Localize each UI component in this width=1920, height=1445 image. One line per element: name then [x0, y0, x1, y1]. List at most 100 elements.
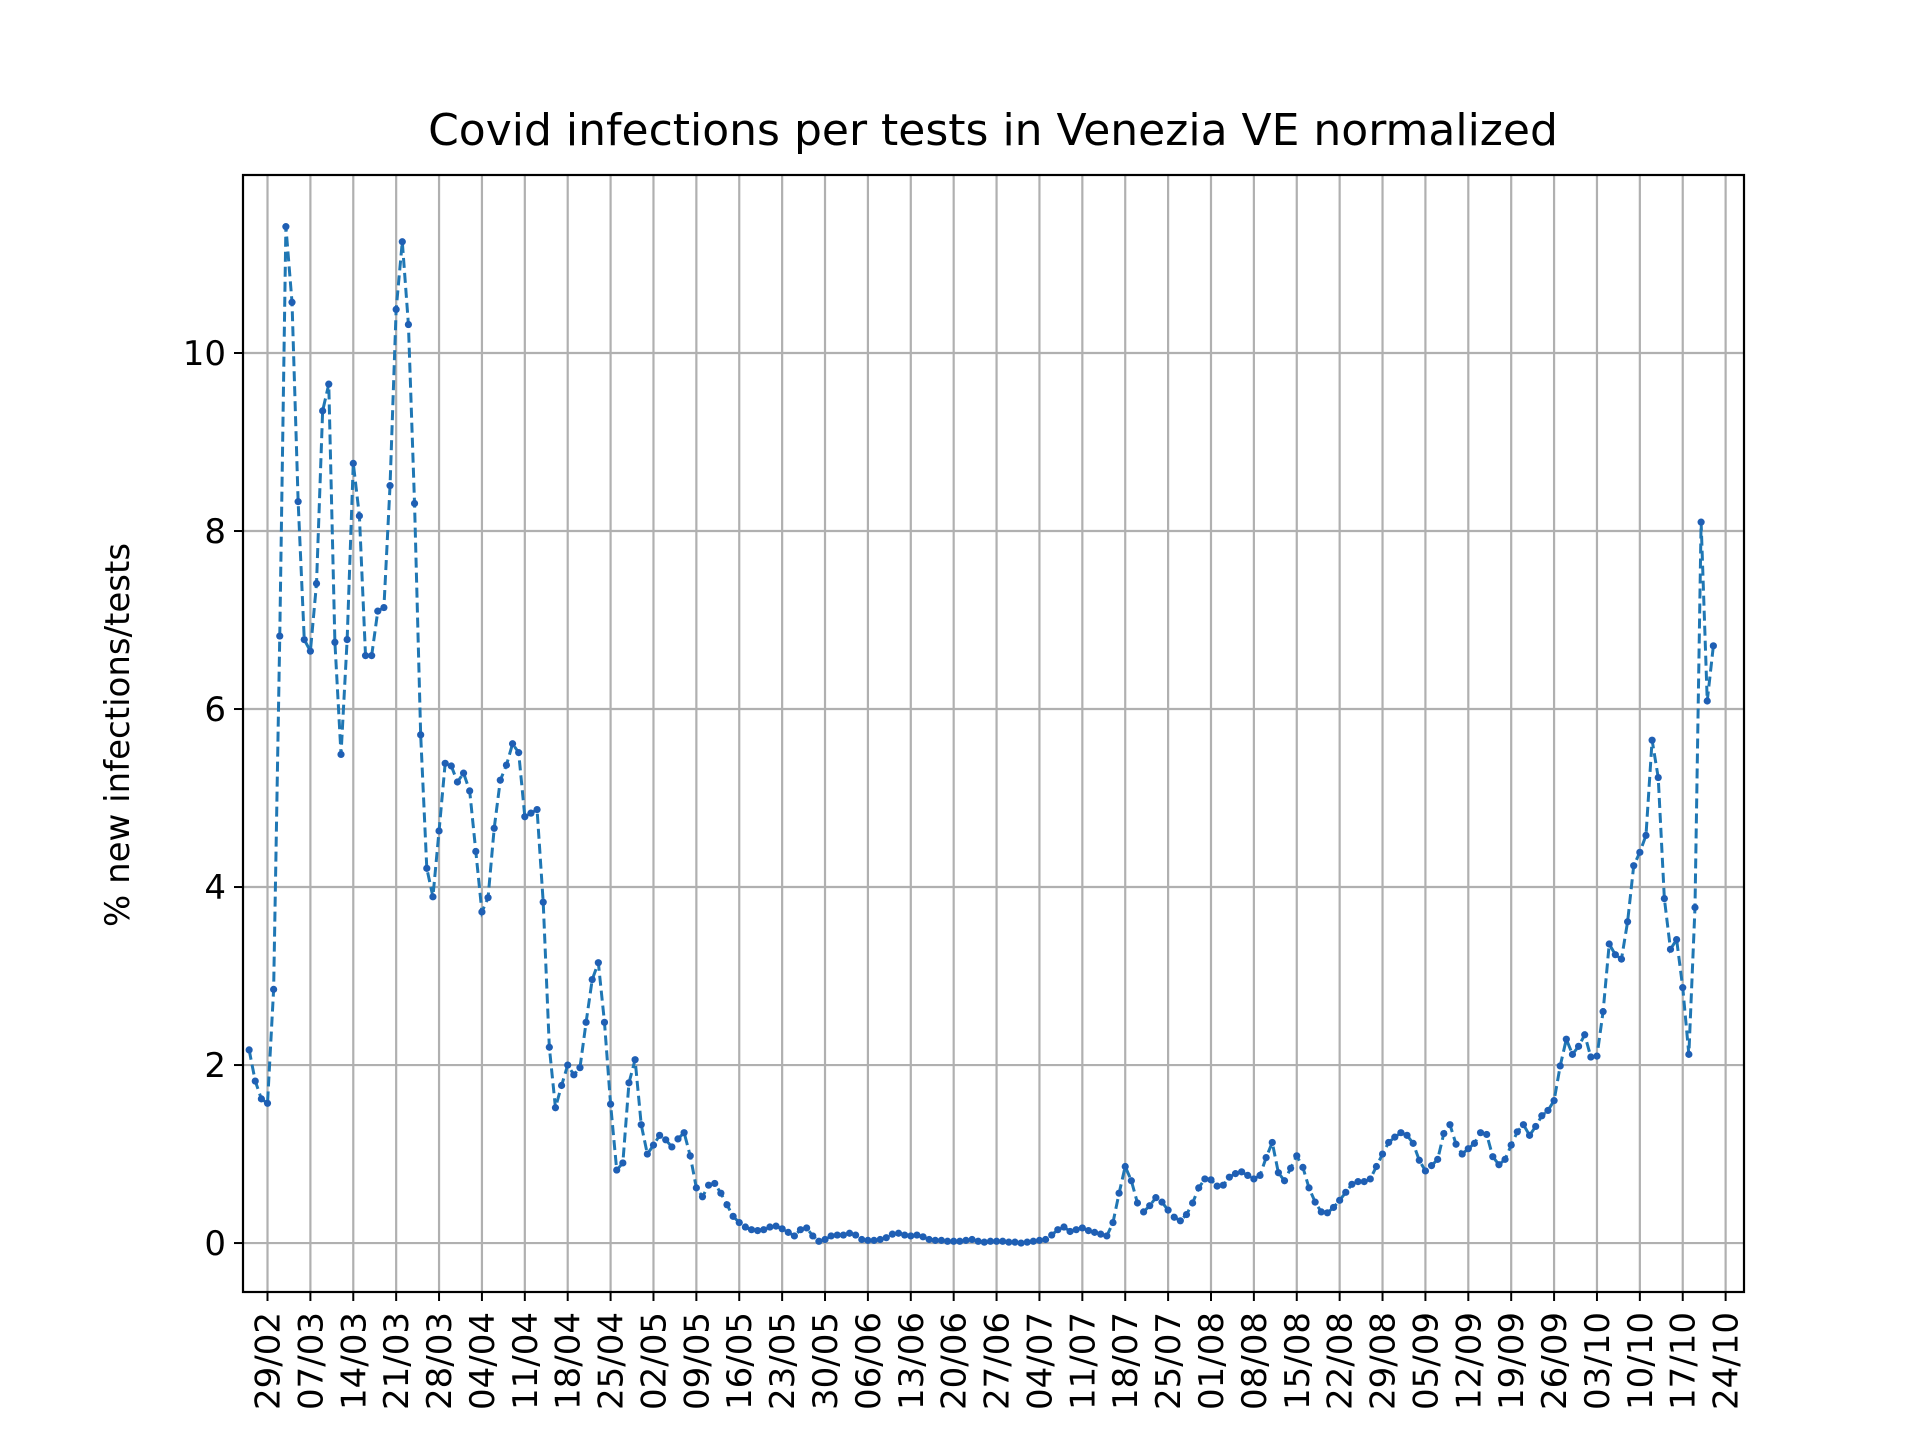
x-tick-label: 27/06 — [978, 1312, 1018, 1410]
data-point — [1513, 1128, 1521, 1136]
data-point — [502, 761, 511, 769]
data-point — [631, 1056, 639, 1064]
data-point — [1593, 1052, 1601, 1060]
x-tick-label: 01/08 — [1192, 1312, 1232, 1410]
x-tick-label: 18/04 — [549, 1312, 589, 1410]
data-point — [968, 1235, 976, 1244]
x-tick-label: 25/04 — [592, 1312, 632, 1410]
data-point — [361, 652, 370, 660]
x-tick-label: 11/04 — [506, 1312, 546, 1410]
x-tick-label: 26/09 — [1535, 1312, 1575, 1410]
data-point — [1127, 1177, 1135, 1185]
data-point — [870, 1236, 878, 1244]
data-point — [1097, 1230, 1105, 1238]
series-line — [247, 226, 1715, 1245]
data-point — [919, 1233, 927, 1241]
data-point — [1397, 1129, 1405, 1137]
data-point — [1231, 1170, 1240, 1178]
data-point — [747, 1226, 756, 1234]
data-point — [441, 759, 449, 767]
data-point — [1250, 1175, 1258, 1183]
data-point — [521, 813, 529, 821]
data-point — [374, 607, 382, 615]
y-tick-label: 10 — [183, 334, 226, 374]
data-point — [325, 380, 333, 388]
data-point — [606, 1100, 615, 1108]
y-tick-label: 4 — [204, 868, 226, 908]
y-tick-label: 2 — [204, 1046, 226, 1086]
x-tick-label: 17/10 — [1664, 1312, 1704, 1410]
data-point — [1654, 773, 1662, 782]
data-point — [1170, 1213, 1178, 1221]
data-point — [1023, 1238, 1031, 1246]
x-tick-label: 09/05 — [677, 1312, 717, 1410]
data-point — [1697, 518, 1705, 526]
data-point — [1391, 1133, 1399, 1141]
data-point — [637, 1121, 645, 1129]
data-point — [1164, 1206, 1172, 1214]
data-point — [288, 298, 296, 306]
data-point — [1041, 1235, 1050, 1244]
data-point — [1305, 1184, 1313, 1192]
data-point — [368, 652, 376, 660]
data-point — [754, 1226, 762, 1235]
x-tick-label: 24/10 — [1707, 1312, 1747, 1410]
data-point — [1562, 1035, 1570, 1043]
data-point — [974, 1237, 982, 1245]
data-point — [496, 776, 504, 784]
data-point — [913, 1231, 921, 1239]
data-point — [251, 1077, 259, 1085]
data-point — [992, 1237, 1001, 1245]
data-point — [1274, 1169, 1282, 1177]
data-point — [956, 1237, 964, 1245]
data-point — [1029, 1237, 1037, 1245]
data-point — [1501, 1155, 1509, 1163]
data-point — [410, 499, 419, 508]
data-point — [729, 1212, 737, 1220]
data-point — [986, 1237, 995, 1245]
x-tick-label: 03/10 — [1578, 1312, 1618, 1410]
x-tick-label: 29/08 — [1364, 1312, 1404, 1410]
data-point — [1195, 1184, 1203, 1192]
data-point — [1256, 1171, 1264, 1179]
data-point — [1538, 1112, 1546, 1120]
data-point — [1054, 1226, 1062, 1234]
data-point — [1464, 1145, 1472, 1153]
data-point — [417, 731, 425, 739]
data-point — [1581, 1031, 1589, 1039]
data-point — [1617, 955, 1626, 963]
data-point — [263, 1099, 272, 1107]
x-tick-label: 21/03 — [377, 1312, 417, 1410]
x-tick-label: 05/09 — [1406, 1312, 1446, 1410]
data-point — [1378, 1150, 1387, 1158]
data-point — [717, 1189, 725, 1197]
data-point — [1103, 1232, 1111, 1240]
data-point — [876, 1235, 884, 1244]
data-point — [784, 1228, 792, 1236]
data-point — [741, 1223, 749, 1231]
data-point — [600, 1018, 609, 1026]
x-tick-label: 22/08 — [1321, 1312, 1361, 1410]
data-point — [1238, 1168, 1246, 1176]
data-point — [692, 1184, 700, 1192]
data-point — [680, 1129, 688, 1137]
data-point — [839, 1231, 848, 1239]
data-point — [1624, 918, 1632, 926]
data-point — [668, 1143, 676, 1151]
data-point — [625, 1079, 633, 1087]
data-point — [1489, 1153, 1497, 1161]
data-point — [1115, 1189, 1123, 1197]
data-point — [882, 1234, 890, 1242]
data-point — [1133, 1199, 1142, 1207]
data-point — [1519, 1121, 1528, 1129]
data-point — [999, 1237, 1007, 1245]
data-point — [515, 749, 523, 757]
data-point — [1679, 984, 1687, 992]
data-point — [447, 762, 455, 770]
x-tick-label: 14/03 — [334, 1312, 374, 1410]
data-point — [674, 1135, 682, 1143]
data-point — [1709, 642, 1717, 650]
data-point — [852, 1231, 860, 1239]
data-point — [772, 1222, 780, 1230]
data-point — [1685, 1050, 1693, 1058]
